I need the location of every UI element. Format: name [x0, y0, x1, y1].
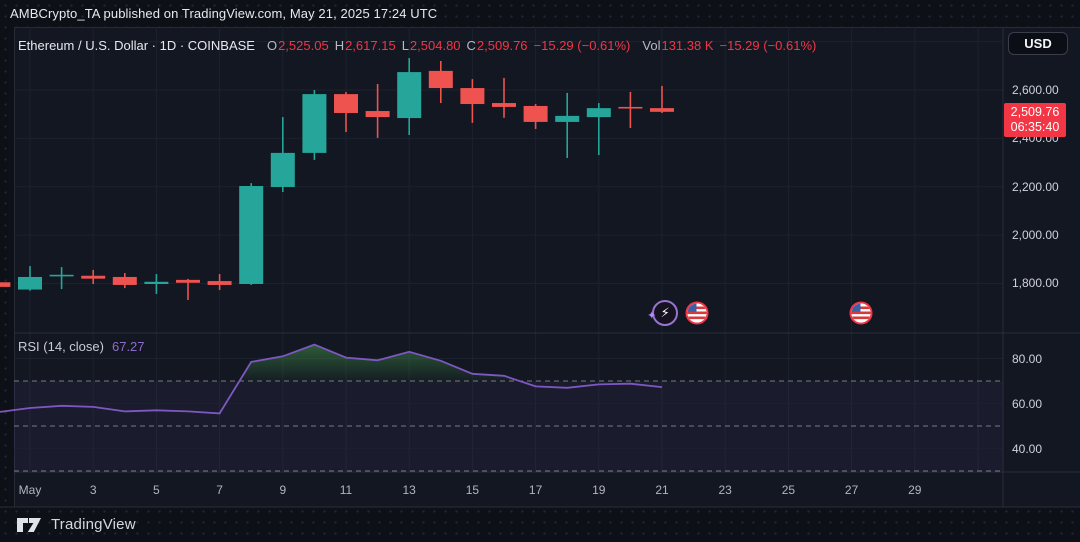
- lightning-event-icon[interactable]: ✦ ⚡: [647, 300, 679, 326]
- change-value: −15.29 (−0.61%): [533, 38, 631, 53]
- us-flag-event-icon[interactable]: [685, 301, 709, 325]
- volume-change: −15.29 (−0.61%): [719, 38, 817, 53]
- chart-panel: [14, 27, 1080, 507]
- time-axis-label: 5: [153, 483, 160, 497]
- symbol-title: Ethereum / U.S. Dollar · 1D · COINBASE: [18, 38, 255, 53]
- time-axis-label: 7: [216, 483, 223, 497]
- time-axis-label: 27: [844, 483, 859, 497]
- rsi-title: RSI (14, close): [18, 339, 104, 354]
- rsi-legend[interactable]: RSI (14, close) 67.27: [18, 339, 145, 354]
- time-axis-label: May: [18, 483, 42, 497]
- price-axis-label: 2,000.00: [1012, 228, 1059, 243]
- rsi-axis-label: 40.00: [1012, 441, 1043, 456]
- volume-value: 131.38 K: [661, 38, 714, 53]
- us-flag-event-icon[interactable]: [849, 301, 873, 325]
- time-axis-label: 9: [279, 483, 287, 497]
- rsi-axis-label: 80.00: [1012, 351, 1043, 366]
- last-price-badge: 2,509.76 06:35:40: [1004, 103, 1066, 137]
- footer-bar: TradingView: [16, 514, 136, 534]
- time-axis-label: 29: [908, 483, 922, 497]
- time-axis-label: 25: [781, 483, 796, 497]
- time-axis-label: 15: [465, 483, 480, 497]
- close-label: C: [466, 38, 476, 53]
- price-axis-label: 2,200.00: [1012, 179, 1059, 194]
- rsi-axis-label: 60.00: [1012, 396, 1043, 411]
- time-axis-label: 11: [339, 483, 353, 497]
- rsi-value: 67.27: [111, 339, 145, 354]
- high-value: 2,617.15: [345, 38, 396, 53]
- candle-countdown: 06:35:40: [1010, 120, 1060, 134]
- last-price-value: 2,509.76: [1010, 105, 1060, 119]
- tradingview-logo-icon[interactable]: [16, 514, 43, 534]
- time-axis-label: 13: [402, 483, 416, 497]
- low-value: 2,504.80: [409, 38, 461, 53]
- open-label: O: [266, 38, 278, 53]
- time-axis-label: 21: [655, 483, 669, 497]
- time-axis-label: 17: [528, 483, 543, 497]
- symbol-legend[interactable]: Ethereum / U.S. Dollar · 1D · COINBASE O…: [18, 38, 816, 53]
- price-axis-label: 1,800.00: [1012, 276, 1059, 291]
- candle-apr-30[interactable]: [0, 282, 11, 287]
- high-label: H: [334, 38, 345, 53]
- attribution-text: AMBCrypto_TA published on TradingView.co…: [10, 6, 438, 21]
- sparkle-icon: ✦: [647, 310, 657, 322]
- time-axis-label: 3: [89, 483, 97, 497]
- tradingview-brand-text[interactable]: TradingView: [51, 515, 136, 533]
- open-value: 2,525.05: [278, 38, 329, 53]
- time-axis-label: 23: [718, 483, 732, 497]
- currency-usd-button[interactable]: USD: [1008, 32, 1068, 55]
- low-label: L: [401, 38, 409, 53]
- time-axis-label: 19: [592, 483, 606, 497]
- volume-label: Vol: [642, 38, 661, 53]
- price-axis-label: 2,600.00: [1012, 83, 1059, 97]
- close-value: 2,509.76: [476, 38, 528, 53]
